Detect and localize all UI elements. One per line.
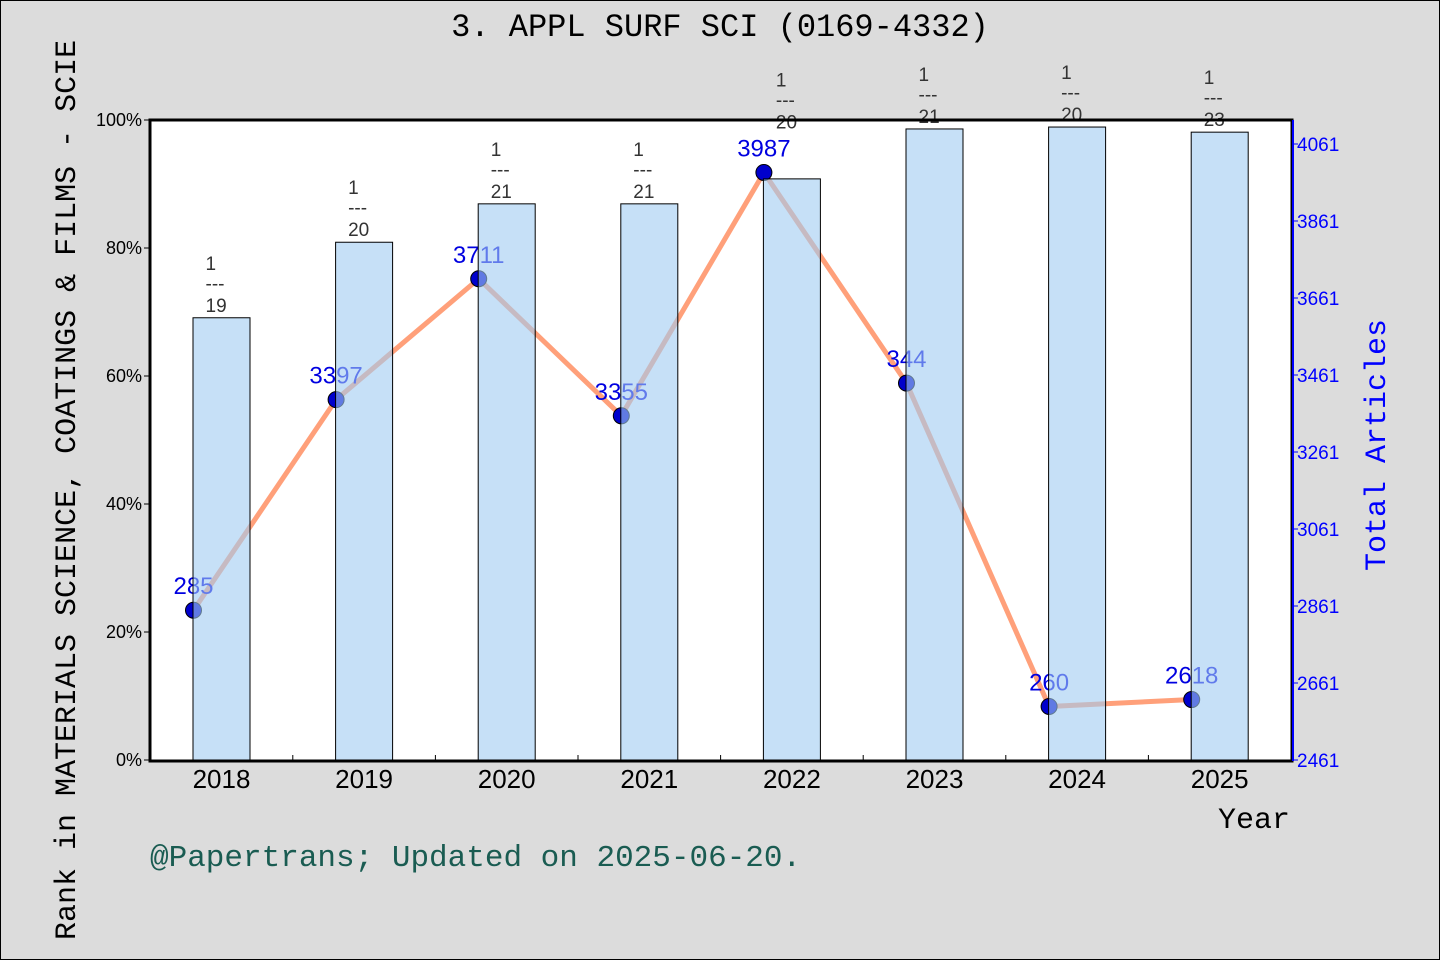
x-tick-label-2021: 2021 bbox=[620, 764, 678, 794]
bar-2019 bbox=[335, 241, 394, 761]
x-tick-label-2024: 2024 bbox=[1048, 764, 1106, 794]
rank-numerator-2021: 1 bbox=[633, 140, 644, 161]
y-tick-label: 100% bbox=[96, 110, 142, 130]
rank-numerator-2020: 1 bbox=[491, 140, 502, 161]
bar-2025 bbox=[1190, 131, 1249, 761]
rank-separator-2025: --- bbox=[1204, 88, 1223, 109]
y2-tick-label: 3661 bbox=[1297, 289, 1339, 310]
rank-denominator-2022: 20 bbox=[776, 112, 797, 133]
rank-separator-2023: --- bbox=[919, 85, 938, 106]
y2-tick-label: 3061 bbox=[1297, 520, 1339, 541]
y-tick-label: 80% bbox=[106, 238, 142, 258]
y2-axis-label: Total Articles bbox=[1361, 319, 1395, 571]
y2-tick-label: 3461 bbox=[1297, 366, 1339, 387]
y-tick-label: 20% bbox=[106, 622, 142, 642]
plot-area bbox=[150, 120, 1292, 761]
rank-separator-2019: --- bbox=[348, 198, 367, 219]
rank-numerator-2022: 1 bbox=[776, 70, 787, 91]
x-tick-label-2020: 2020 bbox=[478, 764, 536, 794]
rank-numerator-2023: 1 bbox=[919, 65, 930, 86]
y2-tick-label: 3261 bbox=[1297, 443, 1339, 464]
y-axis-label: Rank in MATERIALS SCIENCE, COATINGS & FI… bbox=[51, 40, 85, 940]
rank-numerator-2025: 1 bbox=[1204, 68, 1215, 89]
rank-numerator-2024: 1 bbox=[1061, 63, 1072, 84]
rank-denominator-2020: 21 bbox=[491, 182, 512, 203]
y2-tick-label: 3861 bbox=[1297, 212, 1339, 233]
rank-separator-2022: --- bbox=[776, 90, 795, 111]
chart-title: 3. APPL SURF SCI (0169-4332) bbox=[451, 9, 989, 46]
bar-2023 bbox=[905, 128, 964, 761]
rank-separator-2024: --- bbox=[1061, 83, 1080, 104]
rank-numerator-2018: 1 bbox=[206, 254, 217, 275]
bar-2022 bbox=[762, 178, 821, 761]
y-tick-label: 40% bbox=[106, 494, 142, 514]
footnote: @Papertrans; Updated on 2025-06-20. bbox=[150, 841, 801, 876]
data-point-2022 bbox=[755, 163, 773, 181]
rank-denominator-2023: 21 bbox=[919, 107, 940, 128]
x-tick-label-2023: 2023 bbox=[906, 764, 964, 794]
y2-tick-label: 2861 bbox=[1297, 597, 1339, 618]
rank-numerator-2019: 1 bbox=[348, 178, 359, 199]
x-tick-label-2018: 2018 bbox=[193, 764, 251, 794]
x-axis-label: Year bbox=[1218, 804, 1290, 838]
y2-tick-label: 2661 bbox=[1297, 674, 1339, 695]
rank-separator-2020: --- bbox=[491, 160, 510, 181]
y2-tick-label: 2461 bbox=[1297, 751, 1339, 772]
bar-2024 bbox=[1048, 126, 1107, 761]
rank-separator-2021: --- bbox=[633, 160, 652, 181]
rank-denominator-2024: 20 bbox=[1061, 105, 1082, 126]
bar-2020 bbox=[477, 203, 536, 761]
rank-denominator-2019: 20 bbox=[348, 220, 369, 241]
x-tick-label-2022: 2022 bbox=[763, 764, 821, 794]
data-label-2022: 3987 bbox=[737, 135, 790, 162]
x-tick-label-2019: 2019 bbox=[335, 764, 393, 794]
y2-tick-label: 4061 bbox=[1297, 135, 1339, 156]
y-tick-label: 0% bbox=[116, 750, 142, 770]
y-tick-label: 60% bbox=[106, 366, 142, 386]
bar-2018 bbox=[192, 317, 251, 761]
bar-2021 bbox=[620, 203, 679, 761]
rank-denominator-2021: 21 bbox=[633, 182, 654, 203]
rank-denominator-2018: 19 bbox=[206, 296, 227, 317]
x-tick-label-2025: 2025 bbox=[1191, 764, 1249, 794]
rank-separator-2018: --- bbox=[206, 274, 225, 295]
